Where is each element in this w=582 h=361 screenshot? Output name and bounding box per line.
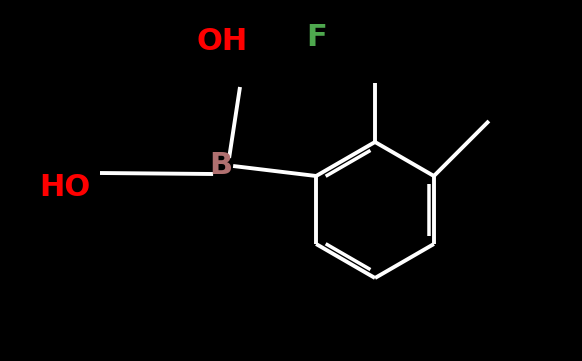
Text: HO: HO <box>40 174 91 203</box>
Text: B: B <box>210 152 233 180</box>
Text: F: F <box>307 23 327 52</box>
Text: OH: OH <box>196 27 247 57</box>
